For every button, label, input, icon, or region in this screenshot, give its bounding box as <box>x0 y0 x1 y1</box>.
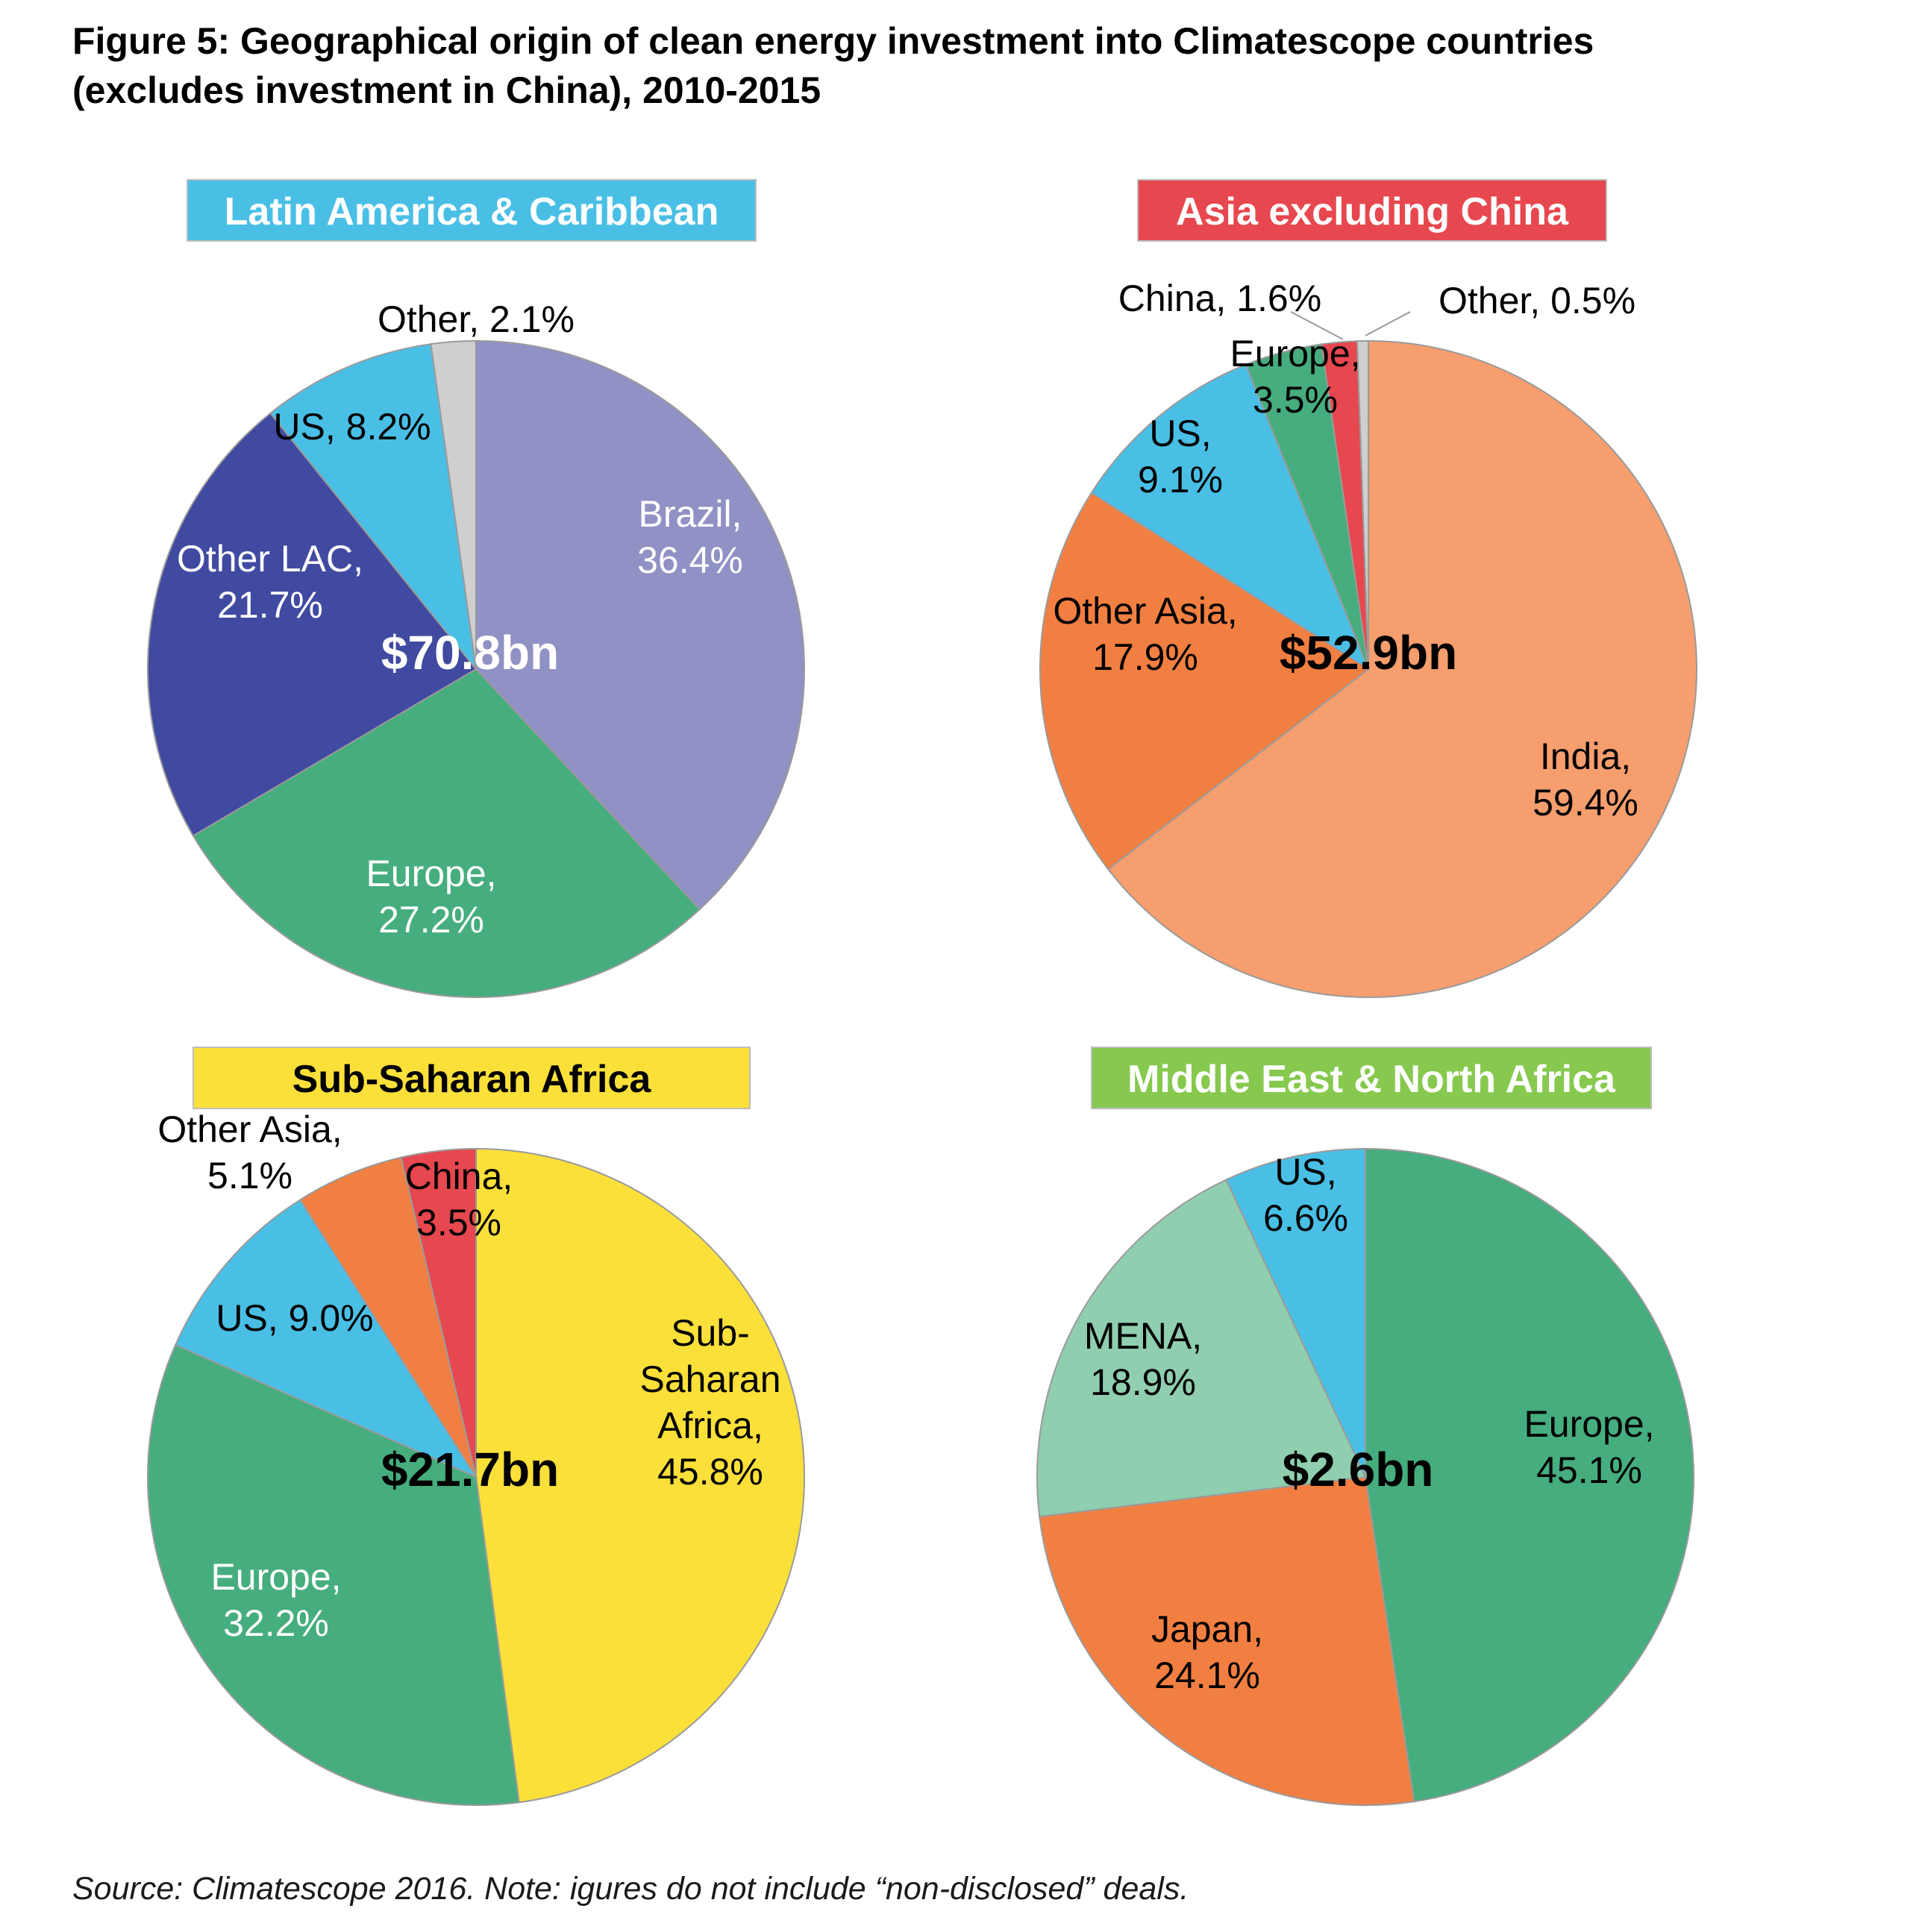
pie-slice-asia-india <box>1106 339 1697 998</box>
pie-slice-sub-saharan-africa-europe <box>147 1343 520 1806</box>
pie-slice-latin-america-brazil <box>475 339 806 911</box>
slice-label-mena-europe: Europe, 45.1% <box>1524 1403 1654 1491</box>
slice-label-latin-america-other: Other, 2.1% <box>378 298 575 340</box>
figure-title-line-2: (excludes investment in China), 2010-201… <box>72 69 821 111</box>
slice-label-mena-japan: Japan, 24.1% <box>1151 1608 1263 1696</box>
slice-label-latin-america-europe: Europe, 27.2% <box>366 853 496 941</box>
source-note: Source: Climatescope 2016. Note: igures … <box>72 1871 1189 1907</box>
slice-label-asia-other: Other, 0.5% <box>1439 280 1635 322</box>
figure-title-line-1: Figure 5: Geographical origin of clean e… <box>72 20 1594 62</box>
leader-line-asia-1 <box>1365 311 1411 336</box>
slice-label-sub-saharan-africa-other-asia: Other Asia, 5.1% <box>157 1108 342 1196</box>
total-label-sub-saharan-africa: $21.7bn <box>381 1443 559 1496</box>
slice-label-asia-europe: Europe, 3.5% <box>1230 333 1360 421</box>
pie-slice-sub-saharan-africa-us <box>174 1199 478 1479</box>
pie-slice-mena-us <box>1225 1147 1366 1478</box>
pie-slice-latin-america-europe <box>192 668 701 998</box>
pie-slice-latin-america-other-lac <box>147 412 478 837</box>
pie-slice-mena-mena <box>1036 1179 1367 1518</box>
pie-slice-sub-saharan-africa-other-asia <box>298 1156 477 1478</box>
leader-line-asia-0 <box>1290 311 1344 340</box>
pie-slice-mena-europe <box>1365 1147 1695 1803</box>
pie-slice-asia-other <box>1356 339 1369 670</box>
slice-label-sub-saharan-africa-sub-saharan-africa: Sub-Saharan Africa, 45.8% <box>639 1312 780 1493</box>
figure-title: Figure 5: Geographical origin of clean e… <box>72 16 1878 115</box>
slice-label-sub-saharan-africa-us: US, 9.0% <box>216 1297 373 1339</box>
pie-slice-mena-japan <box>1039 1475 1415 1806</box>
total-label-latin-america: $70.8bn <box>381 626 559 680</box>
slice-label-mena-mena: MENA, 18.9% <box>1084 1315 1202 1403</box>
slice-label-asia-china: China, 1.6% <box>1118 277 1321 319</box>
total-label-asia: $52.9bn <box>1280 626 1457 680</box>
slice-label-mena-us: US, 6.6% <box>1263 1151 1348 1239</box>
panel-title-mena: Middle East & North Africa <box>1091 1047 1652 1109</box>
slice-label-sub-saharan-africa-europe: Europe, 32.2% <box>210 1556 341 1644</box>
panel-title-asia: Asia excluding China <box>1137 179 1607 242</box>
pie-slice-sub-saharan-africa-sub-saharan-africa <box>475 1147 805 1804</box>
slice-label-asia-other-asia: Other Asia, 17.9% <box>1053 590 1237 678</box>
pie-slice-latin-america-us <box>269 343 478 672</box>
slice-label-latin-america-us: US, 8.2% <box>273 406 431 448</box>
slice-label-latin-america-other-lac: Other LAC, 21.7% <box>177 538 363 626</box>
panel-title-latin-america: Latin America & Caribbean <box>187 179 757 242</box>
pie-slice-asia-other-asia <box>1039 492 1370 871</box>
pie-slice-asia-us <box>1090 363 1371 671</box>
slice-label-latin-america-brazil: Brazil, 36.4% <box>637 493 743 581</box>
total-label-mena: $2.6bn <box>1283 1443 1434 1496</box>
panel-title-sub-saharan-africa: Sub-Saharan Africa <box>192 1047 751 1109</box>
pie-slice-sub-saharan-africa-china <box>400 1147 477 1478</box>
slice-label-sub-saharan-africa-china: China, 3.5% <box>405 1155 513 1243</box>
pie-slice-latin-america-other <box>430 339 477 670</box>
slice-label-asia-us: US, 9.1% <box>1138 413 1223 501</box>
slice-label-asia-india: India, 59.4% <box>1533 736 1638 824</box>
